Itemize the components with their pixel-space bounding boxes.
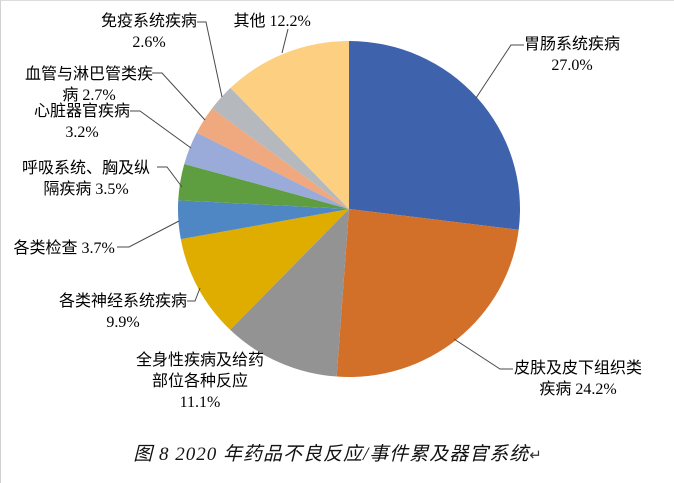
figure-caption: 图 8 2020 年药品不良反应/事件累及器官系统↵ <box>1 439 674 466</box>
leader-line <box>197 21 223 98</box>
pie-slice-label-line: 其他 12.2% <box>233 13 311 30</box>
pie-slice-label: 心脏器官疾病 3.2% <box>34 101 130 143</box>
paragraph-return-icon: ↵ <box>529 448 543 464</box>
pie-slice <box>180 209 349 330</box>
pie-slice <box>230 209 349 377</box>
pie-slice-label: 血管与淋巴管类疾病 2.7% <box>25 64 153 106</box>
pie-slice-label: 全身性疾病及给药 部位各种反应 11.1% <box>136 350 264 413</box>
leader-line <box>152 72 206 121</box>
pie-slice-label-line: 隔疾病 3.5% <box>43 181 129 198</box>
pie-slice-label-line: 疾病 24.2% <box>539 381 617 398</box>
pie-slice-label-line: 全身性疾病及给药 <box>136 352 265 369</box>
pie-slice-label-line: 11.1% <box>179 394 221 411</box>
pie-slice-label: 各类检查 3.7% <box>14 238 115 259</box>
pie-slice <box>349 41 521 230</box>
pie-slice-label: 其他 12.2% <box>234 11 311 32</box>
pie-slice-label-line: 9.9% <box>106 314 140 331</box>
leader-line <box>157 166 183 188</box>
leader-line <box>187 287 201 302</box>
pie-slice <box>178 163 349 209</box>
pie-slice-label-line: 病 2.7% <box>62 87 116 104</box>
pie-slice-label: 免疫系统疾病 2.6% <box>101 11 197 53</box>
pie-slice <box>230 41 349 209</box>
pie-slice-label: 胃肠系统疾病 27.0% <box>524 34 620 76</box>
pie-slice-label-line: 各类检查 3.7% <box>13 240 115 257</box>
pie-slice-label-line: 呼吸系统、胸及纵 <box>22 160 151 177</box>
pie-slice <box>178 200 349 240</box>
leader-line <box>117 220 180 248</box>
pie-slice-label-line: 皮肤及皮下组织类 <box>514 360 643 377</box>
pie-slice-label-line: 3.2% <box>65 124 99 141</box>
pie-slice <box>212 87 349 209</box>
leader-line <box>281 28 289 54</box>
leader-line <box>130 110 192 149</box>
pie-slice-label-line: 部位各种反应 <box>152 373 249 390</box>
pie-slice-label: 呼吸系统、胸及纵 隔疾病 3.5% <box>22 158 150 200</box>
pie-slice <box>184 132 349 209</box>
leader-line <box>475 44 524 99</box>
pie-slice <box>336 209 519 377</box>
pie-slice-label-line: 胃肠系统疾病 <box>524 36 621 53</box>
pie-slice-label-line: 免疫系统疾病 <box>101 13 198 30</box>
pie-slice <box>196 108 349 209</box>
pie-slice-label-line: 27.0% <box>551 57 593 74</box>
pie-slice-label-line: 2.6% <box>132 34 166 51</box>
pie-slice-label-line: 各类神经系统疾病 <box>59 293 188 310</box>
caption-text: 图 8 2020 年药品不良反应/事件累及器官系统 <box>133 444 530 465</box>
pie-slice-label: 各类神经系统疾病 9.9% <box>59 291 187 333</box>
pie-slice-label-line: 血管与淋巴管类疾 <box>25 66 154 83</box>
leader-line <box>453 338 513 370</box>
pie-slice-label-line: 心脏器官疾病 <box>34 103 131 120</box>
pie-slice-label: 皮肤及皮下组织类 疾病 24.2% <box>514 358 642 400</box>
